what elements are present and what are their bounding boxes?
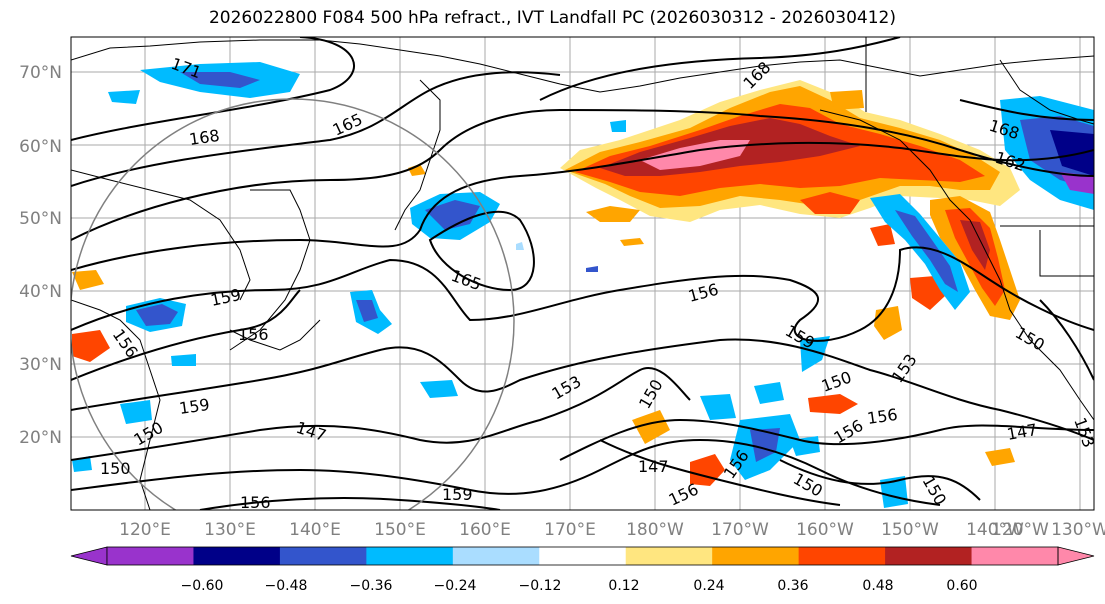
contour-label: 156 (866, 405, 899, 428)
lat-label-40: 40°N (19, 282, 62, 302)
map-frame (70, 36, 1095, 511)
contour-label: 147 (638, 457, 669, 476)
colorbar-tick-label: −0.60 (181, 578, 224, 594)
colorbar-extend-max (1057, 546, 1095, 566)
lon-label: 180°W (626, 520, 684, 540)
colorbar-tick-label: 0.24 (693, 578, 724, 594)
lon-label: 150°E (374, 520, 426, 540)
colorbar-segment (712, 547, 800, 565)
lon-label: 160°E (459, 520, 511, 540)
colorbar-segment (971, 547, 1059, 565)
colorbar-tick-labels: −0.60 −0.48 −0.36 −0.24 −0.12 0.12 0.24 … (181, 578, 978, 594)
colorbar-tick-label: 0.48 (862, 578, 893, 594)
lon-label: 140°W (966, 520, 1024, 540)
colorbar-frame (106, 546, 1059, 566)
colorbar-tick-label: −0.12 (519, 578, 562, 594)
colorbar-segment (452, 547, 540, 565)
contour-label: 159 (178, 395, 211, 418)
lon-label: 120°E (119, 520, 171, 540)
colorbar-tick-label: 0.60 (946, 578, 977, 594)
colorbar-tick-label: −0.48 (265, 578, 308, 594)
colorbar (70, 546, 1095, 566)
refractivity-contours (71, 37, 1094, 510)
map-title: 2026022800 F084 500 hPa refract., IVT La… (208, 8, 896, 28)
colorbar-segment (279, 547, 367, 565)
lat-label-70: 70°N (19, 63, 62, 83)
contour-label: 156 (238, 325, 269, 344)
contour-label: 156 (240, 493, 271, 512)
radius-circle (71, 98, 515, 510)
colorbar-segment (625, 547, 713, 565)
lon-label: 120°W (991, 520, 1049, 540)
lat-label-20: 20°N (19, 428, 62, 448)
contour-label: 159 (442, 485, 473, 504)
ivt-shading (72, 62, 1094, 508)
lat-label-60: 60°N (19, 137, 62, 157)
map-panel (71, 37, 1094, 510)
lat-label-30: 30°N (19, 355, 62, 375)
longitude-labels: 120°E 130°E 140°E 150°E 160°E 170°E 180°… (119, 520, 1105, 540)
lon-label: 160°W (796, 520, 854, 540)
colorbar-tick-label: −0.36 (350, 578, 393, 594)
colorbar-tick-label: 0.36 (777, 578, 808, 594)
colorbar-segment (885, 547, 973, 565)
colorbar-extend-min (70, 546, 108, 566)
lon-label: 130°W (1051, 520, 1105, 540)
latitude-labels: 70°N 60°N 50°N 40°N 30°N 20°N (19, 63, 62, 448)
colorbar-segment (107, 547, 194, 565)
contour-label: 168 (188, 126, 221, 149)
lon-label: 170°E (544, 520, 596, 540)
colorbar-segment (366, 547, 454, 565)
lon-label: 170°W (711, 520, 769, 540)
colorbar-tick-label: 0.12 (608, 578, 639, 594)
contour-label: 150 (100, 459, 131, 478)
lon-label: 140°E (289, 520, 341, 540)
coastlines (71, 37, 1094, 510)
colorbar-tick-label: −0.24 (434, 578, 477, 594)
lon-label: 130°E (204, 520, 256, 540)
colorbar-segment (798, 547, 886, 565)
colorbar-segment (193, 547, 281, 565)
lat-label-50: 50°N (19, 209, 62, 229)
colorbar-segment (539, 547, 627, 565)
lon-label: 150°W (881, 520, 939, 540)
